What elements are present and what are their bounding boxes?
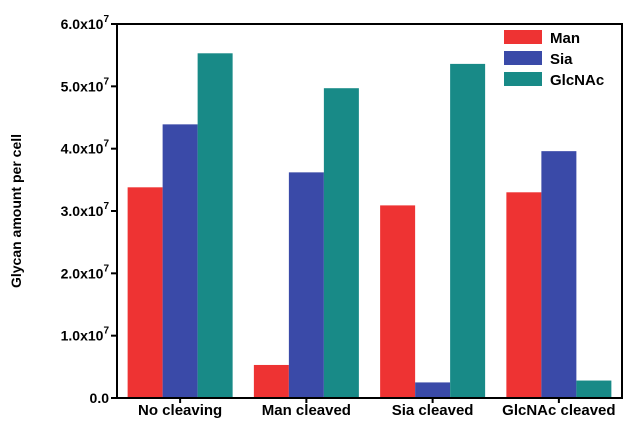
bar-man-1 bbox=[253, 364, 289, 398]
bar-sia-0 bbox=[162, 124, 198, 399]
y-tick-exponent: 7 bbox=[103, 326, 109, 337]
y-tick-label: 5.0x107 bbox=[61, 76, 110, 94]
legend-label-man: Man bbox=[550, 30, 580, 47]
y-tick-label: 6.0x107 bbox=[61, 14, 110, 32]
bar-glcnac-3 bbox=[576, 380, 612, 398]
legend-label-glcnac: GlcNAc bbox=[550, 72, 604, 89]
x-tick-label: Man cleaved bbox=[262, 402, 351, 419]
bar-man-2 bbox=[380, 205, 416, 398]
bar-glcnac-1 bbox=[323, 88, 359, 398]
x-tick-label: GlcNAc cleaved bbox=[502, 402, 615, 419]
y-tick-exponent: 7 bbox=[103, 139, 109, 150]
y-tick-mantissa: 6.0x10 bbox=[61, 16, 104, 32]
y-tick-exponent: 7 bbox=[103, 76, 109, 87]
legend: Man Sia GlcNAc bbox=[504, 30, 604, 89]
bar-glcnac-2 bbox=[450, 63, 486, 398]
y-axis: 0.01.0x1072.0x1073.0x1074.0x1075.0x1076.… bbox=[61, 14, 117, 406]
y-axis-label: Glycan amount per cell bbox=[8, 134, 24, 288]
bar-sia-1 bbox=[288, 172, 324, 398]
legend-swatch-man bbox=[504, 30, 542, 44]
bar-man-3 bbox=[506, 192, 542, 398]
y-tick-mantissa: 2.0x10 bbox=[61, 265, 104, 281]
bars-layer bbox=[127, 53, 612, 399]
y-tick-mantissa: 4.0x10 bbox=[61, 141, 104, 157]
legend-swatch-sia bbox=[504, 51, 542, 65]
y-tick-exponent: 7 bbox=[103, 14, 109, 25]
x-axis: No cleaving Man cleaved Sia cleaved GlcNAc … bbox=[138, 398, 616, 419]
bar-sia-3 bbox=[541, 151, 577, 398]
legend-label-sia: Sia bbox=[550, 51, 573, 68]
y-tick-mantissa: 3.0x10 bbox=[61, 203, 104, 219]
y-tick-label: 4.0x107 bbox=[61, 139, 110, 157]
y-tick-label: 2.0x107 bbox=[61, 263, 110, 281]
x-tick-label: No cleaving bbox=[138, 402, 222, 419]
y-tick-label: 3.0x107 bbox=[61, 201, 110, 219]
legend-swatch-glcnac bbox=[504, 72, 542, 86]
y-tick-exponent: 7 bbox=[103, 263, 109, 274]
y-tick-label: 0.0 bbox=[90, 390, 110, 406]
bar-man-0 bbox=[127, 187, 163, 398]
y-tick-mantissa: 5.0x10 bbox=[61, 78, 104, 94]
y-tick-mantissa: 1.0x10 bbox=[61, 328, 104, 344]
y-tick-exponent: 7 bbox=[103, 201, 109, 212]
bar-sia-2 bbox=[415, 382, 451, 398]
y-tick-mantissa: 0.0 bbox=[90, 390, 110, 406]
y-tick-label: 1.0x107 bbox=[61, 326, 110, 344]
x-tick-label: Sia cleaved bbox=[392, 402, 474, 419]
bar-glcnac-0 bbox=[197, 53, 233, 399]
